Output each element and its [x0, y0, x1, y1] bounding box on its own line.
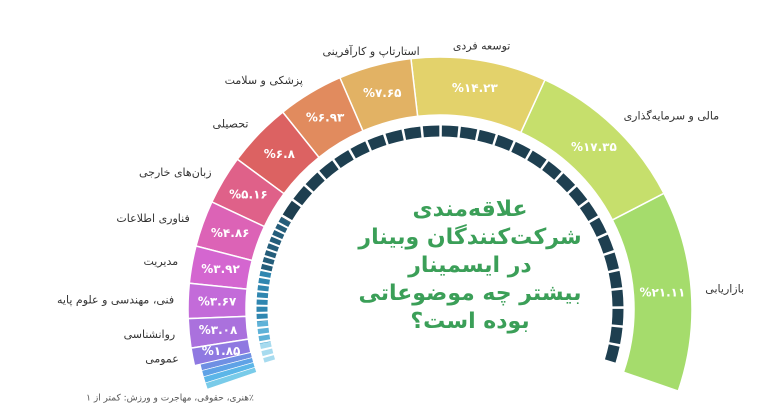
value-label: %۴.۸۶	[211, 226, 250, 240]
value-label: %۲۱.۱۱	[639, 285, 685, 299]
value-label: %۱.۸۵	[202, 344, 241, 358]
category-label: مدیریت	[144, 255, 179, 268]
category-label: تحصیلی	[213, 117, 249, 130]
category-label: بازاریابی	[705, 283, 744, 296]
chart-title: بوده است؟	[410, 309, 529, 334]
value-label: %۱۷.۳۵	[571, 140, 617, 154]
value-label: %۷.۶۵	[363, 86, 402, 100]
footnote: هنری، حقوقی، مهاجرت و ورزش: کمتر از ۱٪	[86, 394, 254, 404]
value-label: %۶.۸	[264, 147, 296, 161]
chart-title: در ایسمینار	[407, 253, 531, 278]
value-label: %۱۴.۲۳	[452, 81, 499, 95]
inner-ring	[256, 320, 271, 345]
value-label: %۳.۰۸	[199, 323, 238, 337]
value-label: %۳.۹۲	[201, 262, 240, 276]
category-label: پزشکی و سلامت	[225, 74, 303, 87]
chart-title: علاقه‌مندی	[413, 197, 528, 222]
category-label: روانشناسی	[124, 328, 176, 341]
chart-title: شرکت‌کنندگان وبینار	[357, 223, 581, 250]
value-label: %۵.۱۶	[229, 187, 268, 201]
category-label: استارتاپ و کارآفرینی	[322, 44, 419, 58]
value-label: %۳.۶۷	[198, 294, 237, 308]
value-label: %۶.۹۳	[306, 110, 345, 124]
category-label: عمومی	[145, 353, 179, 366]
category-label: زبان‌های خارجی	[139, 166, 212, 179]
inner-ring	[281, 125, 624, 363]
inner-ring	[259, 341, 276, 363]
category-label: فناوری اطلاعات	[116, 212, 189, 225]
minor-segment	[205, 366, 257, 390]
inner-ring	[256, 270, 272, 322]
category-label: فنی، مهندسی و علوم پایه	[57, 293, 174, 306]
chart-title: بیشتر چه موضوعاتی	[358, 281, 581, 306]
inner-ring	[260, 217, 291, 274]
category-label: مالی و سرمایه‌گذاری	[624, 109, 720, 122]
category-label: توسعه فردی	[453, 39, 511, 52]
